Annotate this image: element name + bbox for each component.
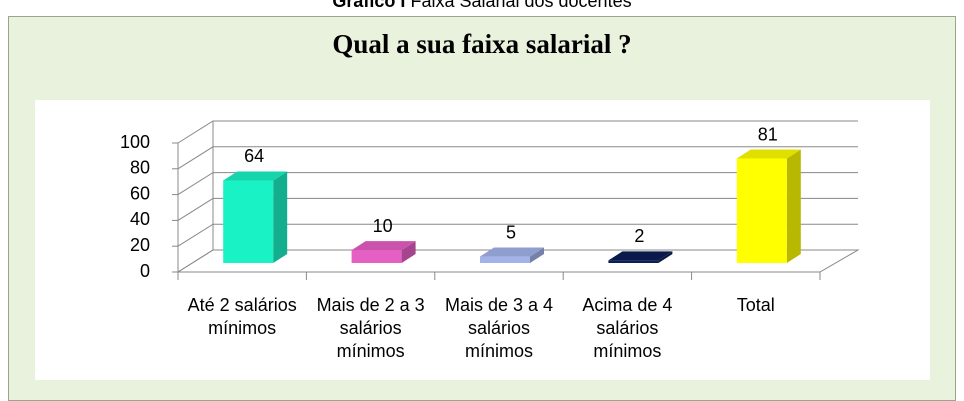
y-tick-label: 80 [130, 158, 150, 178]
bar [223, 180, 274, 263]
bar-top [736, 149, 801, 159]
bar [736, 158, 787, 263]
bar-side [530, 247, 544, 263]
caption-label: Gráfico I [332, 0, 406, 11]
x-tick-label: Acima de 4 salários mínimos [582, 295, 673, 361]
x-tick-label: Total [736, 295, 775, 315]
x-tick-label: Mais de 3 a 4 salários mínimos [444, 295, 554, 361]
caption-text: Faixa Salarial dos docentes [410, 0, 632, 11]
grid-line [177, 249, 858, 273]
bar-side [786, 149, 801, 263]
bar [351, 250, 402, 263]
y-tick-label: 60 [130, 183, 150, 203]
bar-top [223, 171, 288, 181]
x-tick-label: Até 2 salários mínimos [187, 295, 297, 338]
bar-top [608, 251, 673, 261]
bar-side [273, 171, 288, 263]
caption: Gráfico I Faixa Salarial dos docentes [0, 0, 964, 12]
bar-top [351, 241, 416, 251]
y-tick-label: 100 [120, 132, 150, 152]
y-tick-label: 20 [130, 235, 150, 255]
grid-line [177, 146, 858, 170]
bar-side [401, 241, 416, 263]
bar [480, 256, 530, 263]
bar-side [658, 251, 673, 263]
y-tick-label: 0 [140, 261, 150, 281]
data-label: 64 [244, 146, 264, 166]
bar [608, 260, 659, 263]
data-label: 2 [634, 226, 644, 246]
grid-line [177, 223, 858, 247]
x-tick-label: Mais de 2 a 3 salários mínimos [316, 295, 425, 361]
chart-title: Qual a sua faixa salarial ? [332, 29, 632, 59]
grid-line [177, 120, 858, 144]
data-label: 5 [506, 222, 516, 242]
y-tick-label: 40 [130, 209, 150, 229]
grid-line [177, 172, 858, 196]
grid-line [177, 197, 858, 221]
bar-top [480, 247, 544, 257]
data-label: 81 [758, 124, 778, 144]
data-label: 10 [373, 216, 393, 236]
